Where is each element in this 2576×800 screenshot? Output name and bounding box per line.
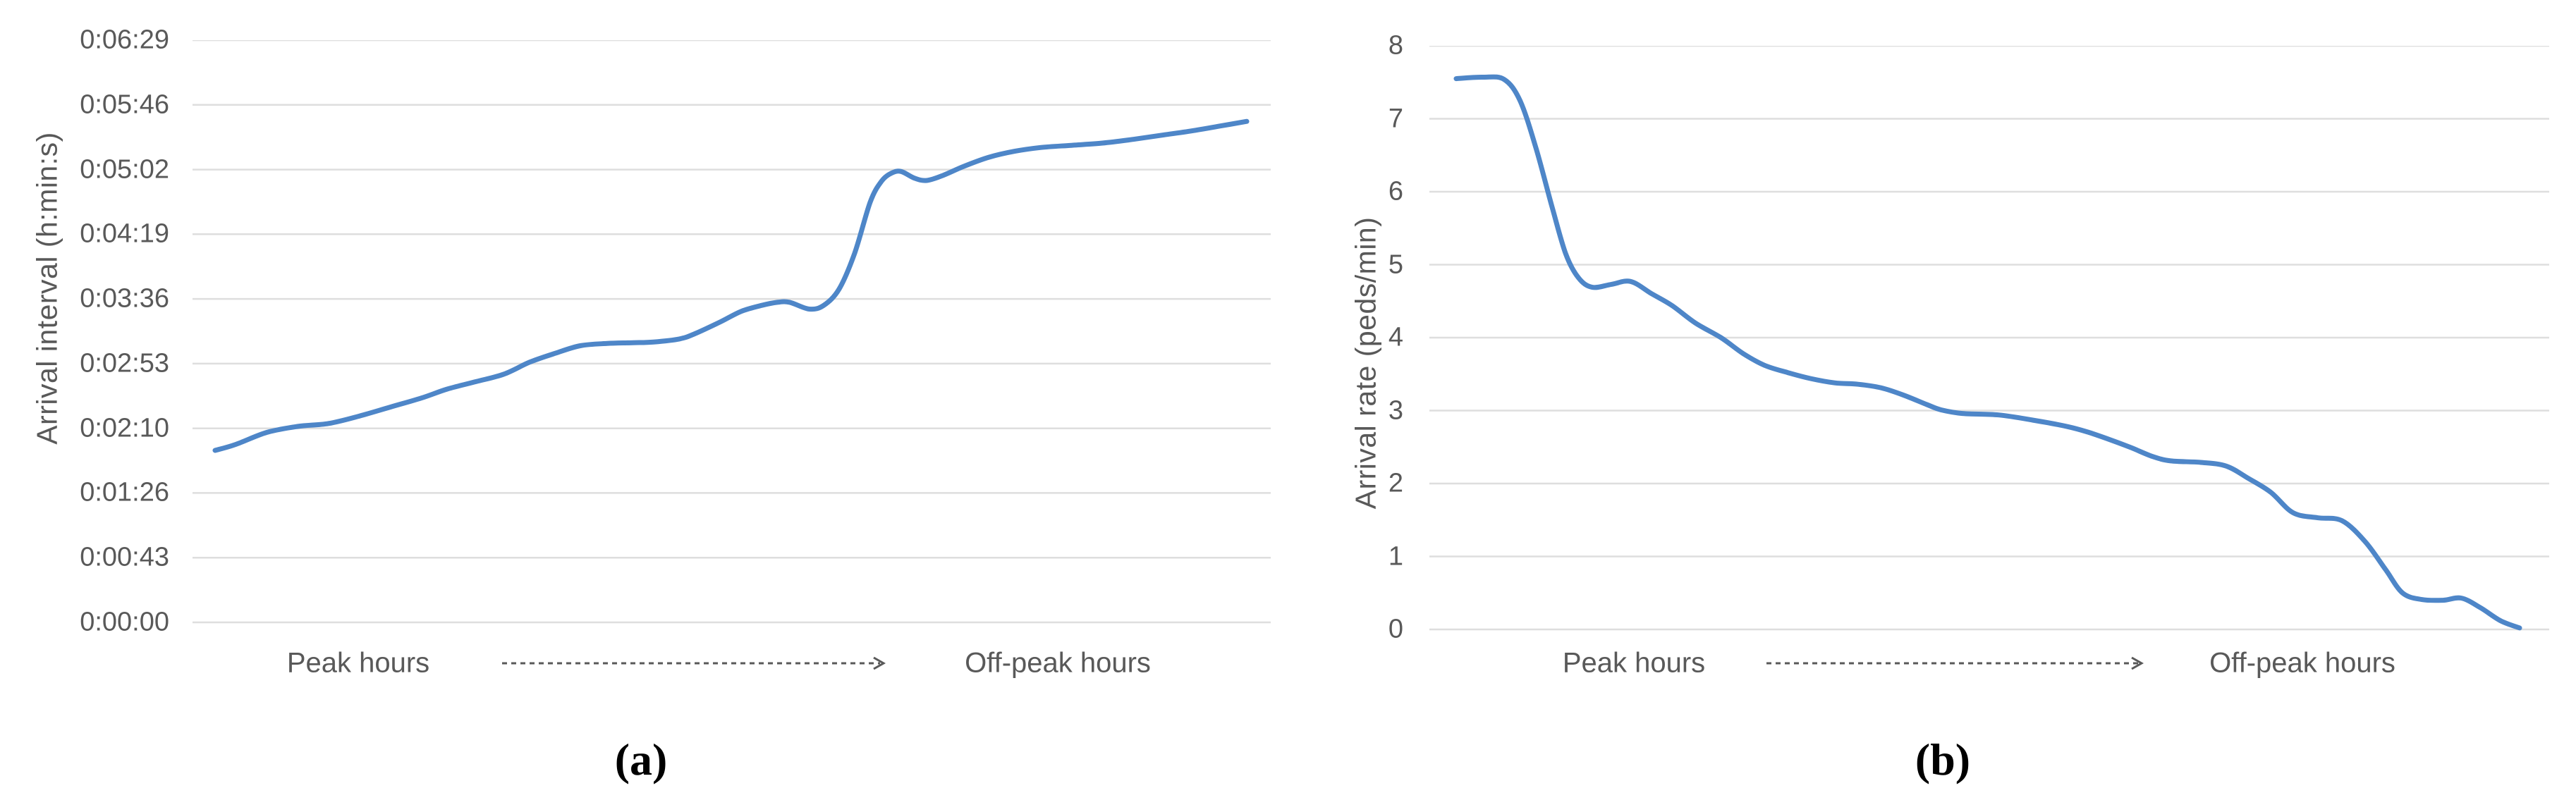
y-tick-label: 6	[1388, 176, 1403, 207]
line-plot-arrival-rate	[1429, 46, 2549, 631]
dashed-arrow-icon	[502, 656, 886, 670]
y-tick-label: 7	[1388, 104, 1403, 133]
y-tick-label: 0:02:10	[80, 413, 169, 443]
y-tick-label: 0:03:36	[80, 283, 169, 314]
caption-b: (b)	[1915, 734, 1971, 784]
y-tick-label: 0:05:02	[80, 154, 169, 185]
data-series-line	[1453, 74, 2522, 631]
y-tick-label: 4	[1388, 322, 1403, 352]
dashed-arrow-icon	[1766, 656, 2144, 670]
y-tick-label: 0:05:46	[80, 90, 169, 120]
data-series-line	[212, 118, 1250, 453]
y-tick-label: 3	[1388, 395, 1403, 425]
y-tick-label: 0:01:26	[80, 477, 169, 507]
x-label-peak-hours: Peak hours	[1562, 647, 1706, 679]
caption-a: (a)	[614, 734, 668, 784]
y-tick-label: 1	[1388, 541, 1403, 571]
y-tick-label: 5	[1388, 250, 1403, 279]
x-label-off-peak-hours: Off-peak hours	[965, 647, 1151, 679]
y-tick-label: 0:02:53	[80, 348, 169, 379]
y-tick-label: 8	[1388, 30, 1403, 61]
y-tick-label: 0:00:00	[80, 607, 169, 637]
line-plot-arrival-interval	[193, 40, 1271, 624]
y-tick-label: 2	[1388, 468, 1403, 498]
y-tick-label: 0	[1388, 614, 1403, 644]
x-label-peak-hours: Peak hours	[286, 647, 430, 679]
x-label-off-peak-hours: Off-peak hours	[2209, 647, 2395, 679]
y-tick-label: 0:06:29	[80, 25, 169, 55]
y-axis-title-arrival-interval: Arrival interval (h:min:s)	[30, 132, 63, 445]
y-tick-label: 0:00:43	[80, 542, 169, 572]
y-tick-label: 0:04:19	[80, 219, 169, 249]
y-axis-title-arrival-rate: Arrival rate (peds/min)	[1349, 216, 1382, 510]
